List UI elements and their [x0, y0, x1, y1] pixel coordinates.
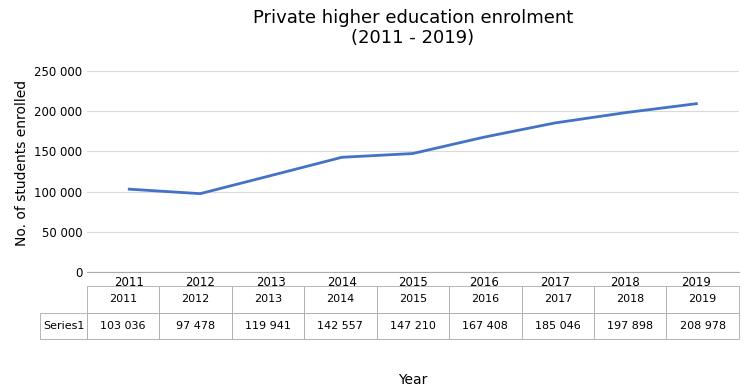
Text: Year: Year — [399, 373, 428, 387]
Title: Private higher education enrolment
(2011 - 2019): Private higher education enrolment (2011… — [253, 9, 573, 47]
Y-axis label: No. of students enrolled: No. of students enrolled — [15, 80, 29, 247]
